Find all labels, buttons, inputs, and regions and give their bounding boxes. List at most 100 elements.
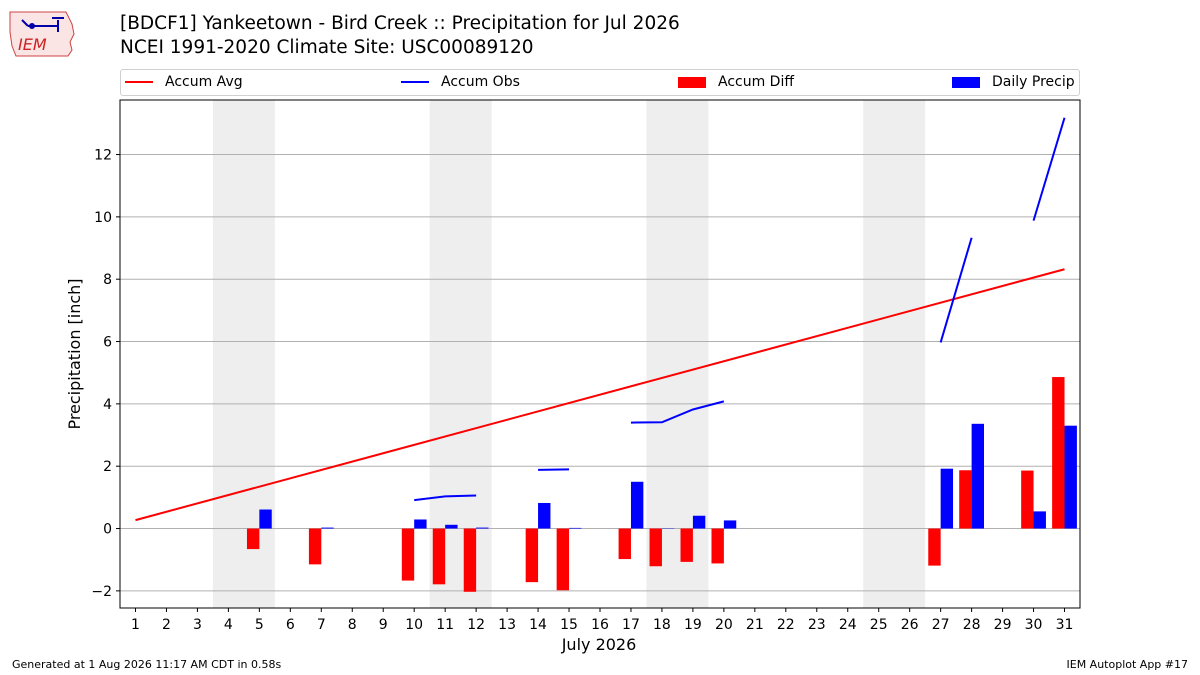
line-accum-avg	[135, 268, 1065, 522]
bar-daily-precip	[940, 468, 954, 529]
x-axis-label: July 2026	[561, 635, 637, 654]
legend-label-accum-obs: Accum Obs	[441, 74, 520, 90]
line-accum-obs	[538, 468, 570, 471]
bar-daily-precip	[630, 481, 644, 529]
line-accum-obs	[1032, 117, 1066, 221]
bar-accum-diff	[1021, 470, 1034, 529]
bar-accum-diff	[556, 528, 570, 591]
y-tick-label: 2	[103, 459, 112, 475]
bar-accum-diff	[432, 528, 446, 585]
bar-accum-diff	[1052, 377, 1065, 529]
bar-accum-diff	[959, 470, 972, 529]
x-tick-label: 3	[193, 617, 202, 633]
legend-swatch-daily-precip	[952, 76, 980, 88]
x-tick-label: 8	[348, 617, 357, 633]
bar-daily-precip	[538, 502, 551, 529]
bar-accum-diff	[680, 528, 693, 562]
x-tick-label: 16	[591, 617, 609, 633]
y-tick-label: 8	[103, 272, 112, 288]
bar-daily-precip	[971, 423, 984, 529]
x-tick-label: 17	[622, 617, 640, 633]
x-tick-label: 24	[839, 617, 857, 633]
x-tick-label: 6	[286, 617, 295, 633]
legend-item-accum-diff: Accum Diff	[678, 73, 794, 91]
bar-daily-precip	[476, 527, 489, 529]
x-tick-label: 10	[405, 617, 423, 633]
chart-title: [BDCF1] Yankeetown - Bird Creek :: Preci…	[120, 13, 680, 34]
x-tick-label: 27	[932, 617, 950, 633]
footer-generated: Generated at 1 Aug 2026 11:17 AM CDT in …	[12, 658, 282, 671]
legend-swatch-accum-diff	[678, 76, 706, 88]
footer-app: IEM Autoplot App #17	[1066, 658, 1189, 671]
weekend-band	[212, 100, 275, 608]
bar-accum-diff	[246, 528, 260, 550]
bar-accum-diff	[463, 528, 477, 592]
x-tick-label: 21	[746, 617, 764, 633]
y-tick-label: 12	[94, 148, 112, 164]
legend-item-accum-avg: Accum Avg	[125, 73, 243, 91]
weekend-band	[863, 100, 926, 608]
legend-item-accum-obs: Accum Obs	[401, 73, 520, 91]
x-tick-label: 12	[467, 617, 485, 633]
x-tick-label: 30	[1025, 617, 1043, 633]
y-tick-label: −2	[91, 584, 112, 600]
weekend-band	[646, 100, 709, 608]
x-tick-label: 31	[1056, 617, 1074, 633]
y-tick-label: 4	[103, 397, 112, 413]
line-accum-obs	[630, 400, 725, 424]
line-accum-obs	[939, 237, 973, 343]
lines	[135, 117, 1066, 522]
bar-accum-diff	[618, 528, 631, 560]
x-tick-label: 15	[560, 617, 578, 633]
x-tick-label: 19	[684, 617, 702, 633]
x-tick-label: 13	[498, 617, 516, 633]
y-axis-label: Precipitation [inch]	[65, 278, 84, 429]
bar-accum-diff	[711, 528, 724, 564]
bar-daily-precip	[321, 527, 334, 529]
legend-label-accum-diff: Accum Diff	[718, 74, 795, 90]
line-accum-obs	[414, 494, 477, 502]
bar-daily-precip	[445, 524, 458, 529]
legend-label-daily-precip: Daily Precip	[992, 74, 1075, 90]
y-tick-label: 6	[103, 335, 112, 351]
grid-lines	[120, 154, 1080, 592]
x-tick-label: 25	[870, 617, 888, 633]
y-tick-label: 10	[94, 210, 112, 226]
bar-daily-precip	[414, 519, 427, 529]
x-tick-label: 5	[255, 617, 264, 633]
bar-daily-precip	[259, 509, 272, 529]
iem-logo: IEM	[9, 11, 75, 57]
x-tick-label: 22	[777, 617, 795, 633]
bar-daily-precip	[1033, 511, 1046, 529]
x-tick-label: 14	[529, 617, 547, 633]
weekend-band	[429, 100, 492, 608]
legend: Accum Avg Accum Obs Accum Diff Daily Pre…	[120, 69, 1080, 96]
plot-frame	[119, 99, 1081, 609]
bar-daily-precip	[692, 515, 706, 529]
x-tick-label: 26	[901, 617, 919, 633]
legend-swatch-accum-avg	[125, 81, 153, 83]
weekend-shading	[212, 100, 926, 608]
y-tick-label: 0	[103, 522, 112, 538]
x-tick-label: 29	[994, 617, 1012, 633]
bar-daily-precip	[723, 520, 737, 529]
bar-daily-precip	[1064, 425, 1077, 529]
legend-label-accum-avg: Accum Avg	[165, 74, 243, 90]
bar-accum-diff	[525, 528, 539, 583]
bar-accum-diff	[928, 528, 941, 566]
x-tick-label: 18	[653, 617, 671, 633]
bars	[246, 377, 1077, 592]
x-tick-label: 20	[715, 617, 733, 633]
x-tick-label: 11	[436, 617, 454, 633]
bar-accum-diff	[649, 528, 662, 567]
bar-accum-diff	[401, 528, 415, 581]
x-tick-label: 1	[131, 617, 140, 633]
x-tick-label: 28	[963, 617, 981, 633]
x-tick-label: 9	[379, 617, 388, 633]
x-tick-label: 4	[224, 617, 233, 633]
legend-item-daily-precip: Daily Precip	[952, 73, 1075, 91]
x-tick-label: 23	[808, 617, 826, 633]
bar-accum-diff	[308, 528, 322, 565]
